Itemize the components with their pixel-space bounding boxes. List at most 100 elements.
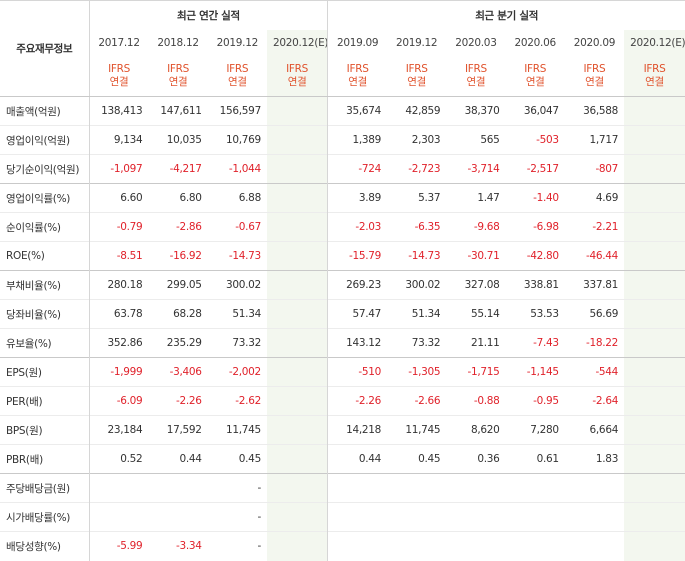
row-label: 주당배당금(원)	[0, 473, 90, 503]
cell-value	[624, 386, 685, 416]
cell-value	[446, 502, 506, 532]
cell-value: 56.69	[564, 299, 625, 329]
cell-value: -2,002	[207, 357, 267, 387]
cell-value: 269.23	[327, 270, 388, 300]
row-label: PER(배)	[0, 386, 90, 416]
cell-value: -1.40	[505, 183, 565, 213]
cell-value: -1,097	[88, 154, 149, 184]
cell-value	[266, 270, 328, 300]
cell-value: 0.45	[387, 444, 447, 474]
cell-value: 7,280	[505, 415, 565, 445]
cell-value	[564, 531, 625, 561]
cell-value: 0.45	[207, 444, 267, 474]
row-label: 당기순이익(억원)	[0, 154, 90, 184]
cell-value: 35,674	[327, 96, 388, 126]
period-header: 2020.09	[573, 37, 616, 49]
row-label: 영업이익률(%)	[0, 183, 90, 213]
row-label: 시가배당률(%)	[0, 502, 90, 532]
cell-value: -15.79	[327, 241, 388, 271]
cell-value	[266, 386, 328, 416]
table-row: ROE(%) -8.51 -16.92 -14.73 -15.79 -14.73 -30.7…	[0, 241, 685, 271]
cell-value: -503	[505, 125, 565, 155]
cell-value: -	[207, 502, 267, 532]
cell-value: 10,769	[207, 125, 267, 155]
cell-value	[327, 502, 388, 532]
cell-value	[624, 328, 685, 358]
period-header: 2019.12	[395, 37, 438, 49]
cell-value: 51.34	[207, 299, 267, 329]
cell-value: 17,592	[148, 415, 208, 445]
cell-value: 53.53	[505, 299, 565, 329]
cell-value	[624, 96, 685, 126]
cell-value: 1,717	[564, 125, 625, 155]
cell-value: 337.81	[564, 270, 625, 300]
ifrs-label: IFRS 연결	[266, 56, 328, 97]
cell-value	[624, 444, 685, 474]
table-row: 당기순이익(억원) -1,097 -4,217 -1,044 -724 -2,723 -3,…	[0, 154, 685, 184]
cell-value	[327, 473, 388, 503]
cell-value: 73.32	[387, 328, 447, 358]
cell-value: -2.66	[387, 386, 447, 416]
annual-title: 최근 연간 실적	[88, 0, 328, 30]
period-header: 2018.12	[157, 37, 199, 49]
cell-value	[505, 531, 565, 561]
cell-value: -5.99	[88, 531, 149, 561]
cell-value: 51.34	[387, 299, 447, 329]
cell-value: 147,611	[148, 96, 208, 126]
table-row: 영업이익(억원) 9,134 10,035 10,769 1,389 2,303 565 -5…	[0, 125, 685, 155]
cell-value: 6.88	[207, 183, 267, 213]
cell-value: -1,305	[387, 357, 447, 387]
cell-value: -18.22	[564, 328, 625, 358]
period-header: 2020.12(E)	[266, 29, 328, 57]
cell-value	[624, 154, 685, 184]
period-header: 2019.12	[216, 37, 259, 49]
cell-value: -1,999	[88, 357, 149, 387]
cell-value: 299.05	[148, 270, 208, 300]
cell-value: 0.44	[327, 444, 388, 474]
cell-value: 2,303	[387, 125, 447, 155]
cell-value: -14.73	[387, 241, 447, 271]
cell-value	[266, 328, 328, 358]
ifrs-label: IFRS 연결	[207, 56, 267, 97]
ifrs-label: IFRS 연결	[446, 56, 506, 97]
cell-value: 300.02	[207, 270, 267, 300]
cell-value: 38,370	[446, 96, 506, 126]
cell-value: 6.60	[88, 183, 149, 213]
row-label: 영업이익(억원)	[0, 125, 90, 155]
table-row: 영업이익률(%) 6.60 6.80 6.88 3.89 5.37 1.47 -1.40 4.6…	[0, 183, 685, 213]
cell-value: 8,620	[446, 415, 506, 445]
cell-value	[624, 473, 685, 503]
cell-value: -8.51	[88, 241, 149, 271]
row-label: 유보율(%)	[0, 328, 90, 358]
cell-value: -14.73	[207, 241, 267, 271]
row-label: 매출액(억원)	[0, 96, 90, 126]
cell-value	[266, 473, 328, 503]
cell-value: 156,597	[207, 96, 267, 126]
cell-value	[505, 502, 565, 532]
cell-value: 6,664	[564, 415, 625, 445]
ifrs-label: IFRS 연결	[88, 56, 149, 97]
cell-value	[505, 473, 565, 503]
cell-value: -2.03	[327, 212, 388, 242]
row-label: 순이익률(%)	[0, 212, 90, 242]
cell-value	[266, 415, 328, 445]
cell-value	[387, 531, 447, 561]
cell-value: 68.28	[148, 299, 208, 329]
ifrs-label: IFRS 연결	[564, 56, 625, 97]
cell-value	[266, 125, 328, 155]
cell-value: -	[207, 473, 267, 503]
cell-value: 57.47	[327, 299, 388, 329]
cell-value	[564, 473, 625, 503]
cell-value: 0.52	[88, 444, 149, 474]
cell-value: 0.44	[148, 444, 208, 474]
period-header: 2020.06	[514, 37, 557, 49]
cell-value: 327.08	[446, 270, 506, 300]
cell-value: 36,047	[505, 96, 565, 126]
cell-value: -42.80	[505, 241, 565, 271]
cell-value	[266, 357, 328, 387]
cell-value: -30.71	[446, 241, 506, 271]
cell-value: -2,517	[505, 154, 565, 184]
cell-value	[327, 531, 388, 561]
cell-value: -2,723	[387, 154, 447, 184]
cell-value: -807	[564, 154, 625, 184]
